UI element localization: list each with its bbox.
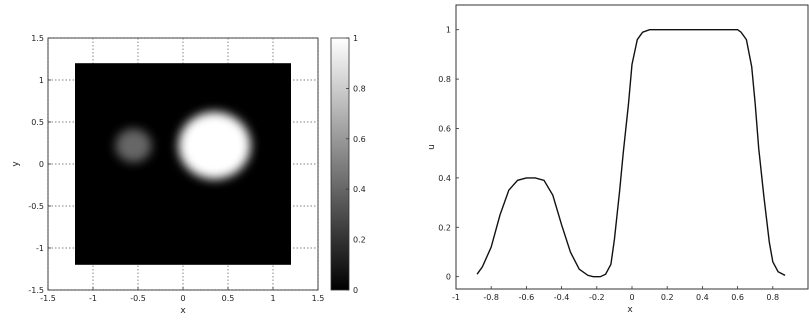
line-y-tick-label: 0.6 [438,124,451,133]
heatmap-y-tick-label: 0.5 [31,118,44,127]
heatmap-x-tick-label: 1 [270,294,275,303]
line-x-tick-label: -1 [452,293,460,302]
line-x-tick-label: -0.8 [483,293,499,302]
heatmap-y-tick-label: -1.5 [28,286,44,295]
heatmap-blob [178,111,251,180]
heatmap-x-tick-label: -1 [89,294,97,303]
line-y-tick-label: 0 [446,273,451,282]
heatmap-x-label: x [180,306,186,316]
colorbar-gradient [330,37,350,291]
colorbar-tick-label: 0.6 [353,135,366,144]
series-line [476,29,786,278]
heatmap-y-label: y [11,161,21,167]
colorbar-tick-label: 1 [353,34,358,43]
line-y-label: u [427,144,437,150]
line-x-tick-label: 0.2 [661,293,674,302]
line-y-tick-label: 0.8 [438,75,451,84]
colorbar: 1 0.8 0.6 0.4 0.2 0 [330,34,366,295]
line-x-tick-label: 0.6 [731,293,744,302]
line-y-tick-label: 0.2 [438,223,451,232]
heatmap-y-ticks: 1.5 1 0.5 0 -0.5 -1 -1.5 [28,34,51,295]
line-axes-frame [455,4,809,290]
heatmap-y-tick-label: -1 [36,244,44,253]
colorbar-ticks: 1 0.8 0.6 0.4 0.2 0 [346,34,366,295]
heatmap-x-tick-label: -1.5 [40,294,56,303]
heatmap-blobs [115,111,251,180]
colorbar-tick-label: 0.4 [353,185,366,194]
heatmap-y-tick-label: 0 [39,160,44,169]
line-x-tick-label: 0 [629,293,634,302]
heatmap-y-tick-label: -0.5 [28,202,44,211]
line-x-ticks: -1 -0.8 -0.6 -0.4 -0.2 0 0.2 0.4 0.6 0.8 [452,286,779,302]
line-y-tick-label: 1 [446,26,451,35]
line-x-tick-label: 0.4 [696,293,709,302]
heatmap-panel: -1.5 -1 -0.5 0 0.5 1 1.5 1.510.50-0.5-1-1.5 x … [11,34,324,316]
heatmap-y-tick-label: 1 [39,76,44,85]
heatmap-y-tick-label: 1.5 [31,34,44,43]
heatmap-domain [75,63,291,265]
line-x-tick-label: -0.6 [519,293,535,302]
line-x-tick-label: -0.4 [554,293,570,302]
colorbar-tick-label: 0 [353,286,358,295]
line-chart-panel: -1 -0.8 -0.6 -0.4 -0.2 0 0.2 0.4 0.6 0.8 1 0.8 0.6 0… [427,4,809,315]
heatmap-x-tick-label: 0.5 [222,294,235,303]
line-x-label: x [627,305,633,315]
heatmap-x-ticks: -1.5 -1 -0.5 0 0.5 1 1.5 [40,287,324,303]
heatmap-x-tick-label: -0.5 [130,294,146,303]
line-x-tick-label: 0.8 [766,293,779,302]
colorbar-tick-label: 0.2 [353,236,366,245]
line-x-tick-label: -0.2 [589,293,605,302]
colorbar-tick-label: 0.8 [353,84,366,93]
line-y-ticks: 1 0.8 0.6 0.4 0.2 0 [438,26,459,282]
heatmap-x-tick-label: 0 [180,294,185,303]
heatmap-blob [115,128,152,163]
heatmap-x-tick-label: 1.5 [312,294,325,303]
line-y-tick-label: 0.4 [438,174,451,183]
